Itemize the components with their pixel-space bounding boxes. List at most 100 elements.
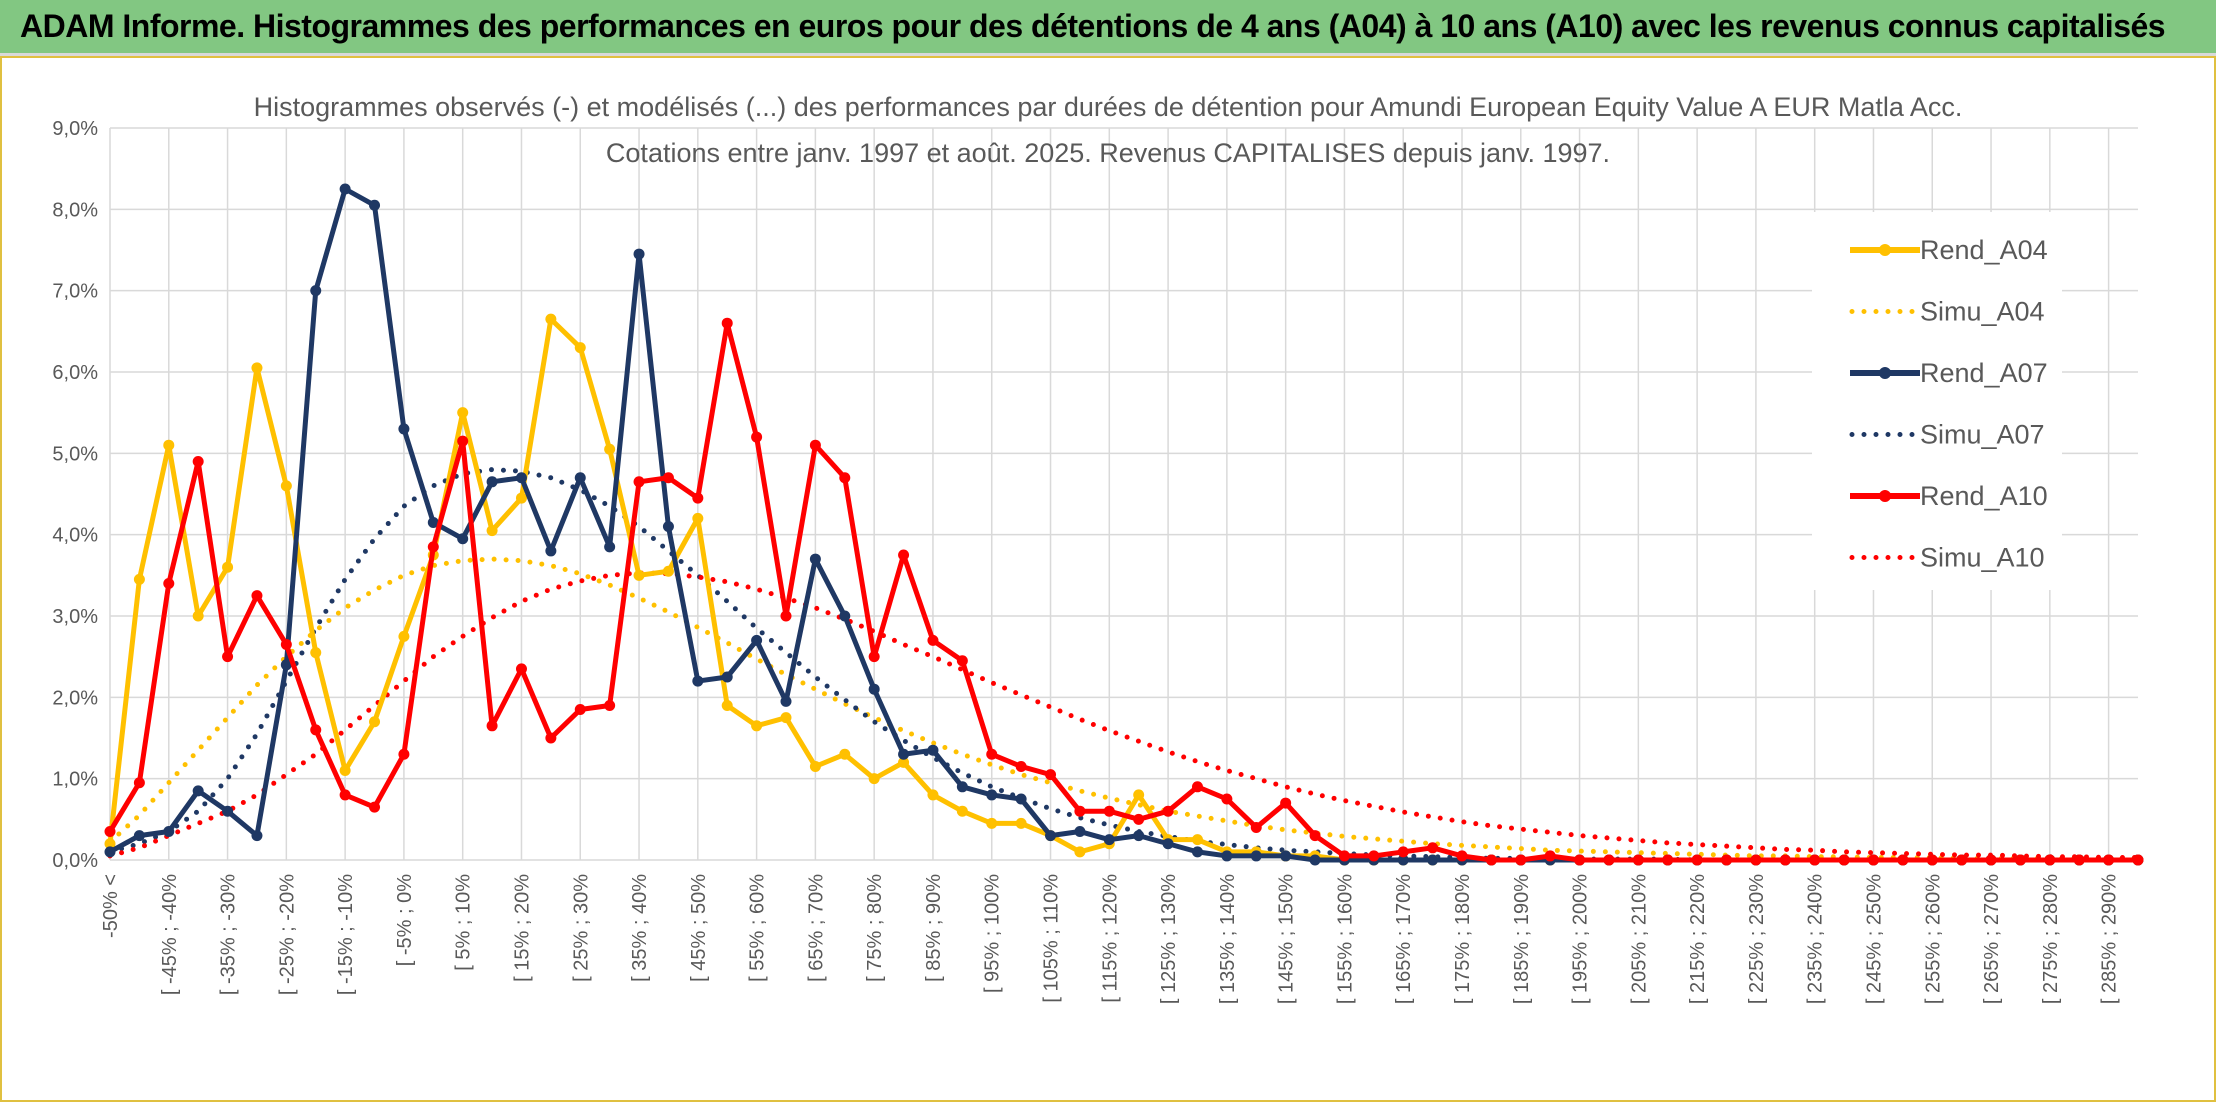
legend-label: Rend_A04 (1920, 235, 2048, 265)
series-line (107, 320, 2138, 863)
data-point (104, 846, 116, 858)
x-tick-label: [ 145% ; 150% (1276, 874, 1298, 1004)
data-point (1103, 834, 1115, 846)
legend-label: Simu_A04 (1920, 297, 2045, 327)
data-point (486, 720, 498, 732)
data-point (633, 569, 645, 581)
legend-background (1812, 212, 2062, 590)
x-tick-label: [ 45% ; 50% (688, 874, 710, 982)
x-tick-label: [ -45% ; -40% (159, 874, 181, 995)
data-point (692, 675, 704, 687)
data-point (457, 533, 469, 545)
data-point (1162, 838, 1174, 850)
data-point (574, 342, 586, 354)
data-point (222, 561, 234, 573)
data-point (133, 573, 145, 585)
data-point (1838, 854, 1850, 866)
data-point (251, 362, 263, 374)
legend-marker (1879, 244, 1891, 256)
legend-item-Rend_A07: Rend_A07 (1850, 358, 2048, 388)
data-point (604, 699, 616, 711)
data-point (1280, 797, 1292, 809)
data-point (251, 830, 263, 842)
data-point (398, 423, 410, 435)
x-tick-label: [ 95% ; 100% (982, 874, 1004, 993)
data-point (927, 789, 939, 801)
x-tick-label: [ 55% ; 60% (747, 874, 769, 982)
y-tick-label: 3,0% (52, 606, 98, 628)
data-point (898, 549, 910, 561)
data-point (1191, 846, 1203, 858)
legend-label: Simu_A10 (1920, 543, 2045, 573)
data-point (192, 785, 204, 797)
data-point (1867, 854, 1879, 866)
data-point (457, 407, 469, 419)
chart-frame (0, 56, 2216, 1102)
data-point (280, 659, 292, 671)
data-point (721, 671, 733, 683)
data-point (1015, 793, 1027, 805)
data-point (1015, 760, 1027, 772)
data-point (839, 610, 851, 622)
data-point (633, 248, 645, 260)
data-point (545, 313, 557, 325)
data-point (2014, 854, 2026, 866)
data-point (427, 541, 439, 553)
data-point (1809, 854, 1821, 866)
data-point (1544, 850, 1556, 862)
x-tick-label: [ 15% ; 20% (511, 874, 533, 982)
x-tick-label: [ 105% ; 110% (1041, 874, 1063, 1003)
data-point (1926, 854, 1938, 866)
x-tick-label: [ 205% ; 210% (1628, 874, 1650, 1004)
data-point (780, 695, 792, 707)
chart-subtitle: Cotations entre janv. 1997 et août. 2025… (606, 138, 1610, 168)
data-point (2103, 854, 2115, 866)
data-point (339, 765, 351, 777)
data-point (721, 699, 733, 711)
data-point (604, 443, 616, 455)
data-point (574, 704, 586, 716)
data-point (780, 610, 792, 622)
data-point (192, 610, 204, 622)
data-point (1015, 817, 1027, 829)
x-axis: -50% < [ -45% ; -40% [ -35% ; -30% [ -25% ;… (100, 874, 2121, 1004)
data-point (457, 435, 469, 447)
data-point (1250, 821, 1262, 833)
data-point (1368, 850, 1380, 862)
x-tick-label: [ 175% ; 180% (1452, 874, 1474, 1004)
data-point (280, 480, 292, 492)
legend-item-Rend_A04: Rend_A04 (1850, 235, 2048, 265)
data-point (780, 712, 792, 724)
data-point (868, 651, 880, 663)
data-point (956, 655, 968, 667)
data-point (1397, 846, 1409, 858)
legend: Rend_A04 Simu_A04 Rend_A07 Simu_A07 Rend_A10… (1849, 235, 2048, 573)
x-tick-label: [ 275% ; 280% (2040, 874, 2062, 1004)
x-tick-label: [ 75% ; 80% (864, 874, 886, 982)
grid-lines (109, 127, 2138, 861)
legend-item-Rend_A10: Rend_A10 (1850, 481, 2048, 511)
data-point (192, 455, 204, 467)
data-point (1133, 830, 1145, 842)
data-point (604, 541, 616, 553)
data-point (809, 439, 821, 451)
legend-item-Simu_A04: Simu_A04 (1849, 297, 2045, 327)
x-tick-label: [ 135% ; 140% (1217, 874, 1239, 1004)
data-point (310, 285, 322, 297)
data-point (1779, 854, 1791, 866)
data-point (1309, 830, 1321, 842)
x-tick-label: [ -35% ; -30% (218, 874, 240, 995)
data-point (1045, 769, 1057, 781)
data-point (1074, 805, 1086, 817)
data-point (1074, 826, 1086, 838)
data-point (1133, 813, 1145, 825)
data-point (692, 492, 704, 504)
x-tick-label: [ 25% ; 30% (570, 874, 592, 982)
data-point (1074, 846, 1086, 858)
data-point (1250, 850, 1262, 862)
x-tick-label: [ 215% ; 220% (1687, 874, 1709, 1004)
x-tick-label: [ 285% ; 290% (2099, 874, 2121, 1004)
y-tick-label: 8,0% (52, 199, 98, 221)
data-point (398, 630, 410, 642)
data-point (1574, 854, 1586, 866)
